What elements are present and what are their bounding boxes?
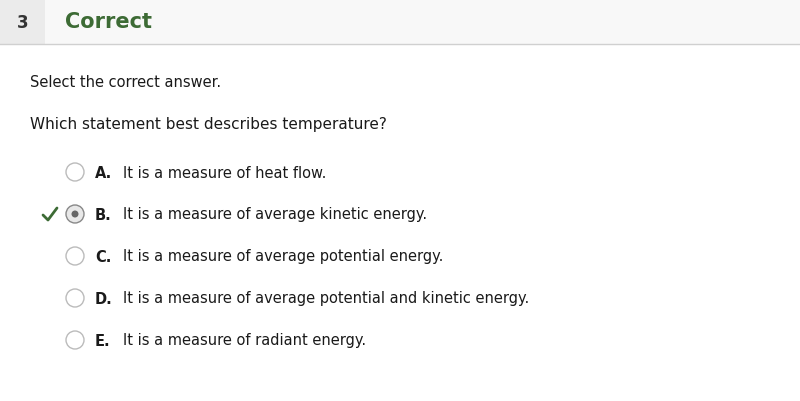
Circle shape: [66, 205, 84, 223]
Text: Which statement best describes temperature?: Which statement best describes temperatu…: [30, 117, 387, 132]
Text: E.: E.: [95, 333, 110, 348]
Text: Select the correct answer.: Select the correct answer.: [30, 75, 221, 90]
Bar: [0, 0, 800, 45]
Circle shape: [66, 164, 84, 182]
Text: B.: B.: [95, 207, 112, 222]
Circle shape: [71, 211, 78, 218]
Text: Correct: Correct: [65, 12, 152, 32]
Text: It is a measure of average potential energy.: It is a measure of average potential ene…: [123, 249, 443, 264]
Text: A.: A.: [95, 165, 112, 180]
Text: C.: C.: [95, 249, 111, 264]
Circle shape: [66, 331, 84, 349]
Text: 3: 3: [17, 14, 28, 31]
Text: It is a measure of radiant energy.: It is a measure of radiant energy.: [123, 333, 366, 348]
Circle shape: [66, 247, 84, 265]
Text: It is a measure of average kinetic energy.: It is a measure of average kinetic energ…: [123, 207, 427, 222]
Bar: [0, 0, 45, 45]
Text: It is a measure of average potential and kinetic energy.: It is a measure of average potential and…: [123, 291, 530, 306]
Text: D.: D.: [95, 291, 113, 306]
Text: It is a measure of heat flow.: It is a measure of heat flow.: [123, 165, 326, 180]
Circle shape: [66, 289, 84, 307]
